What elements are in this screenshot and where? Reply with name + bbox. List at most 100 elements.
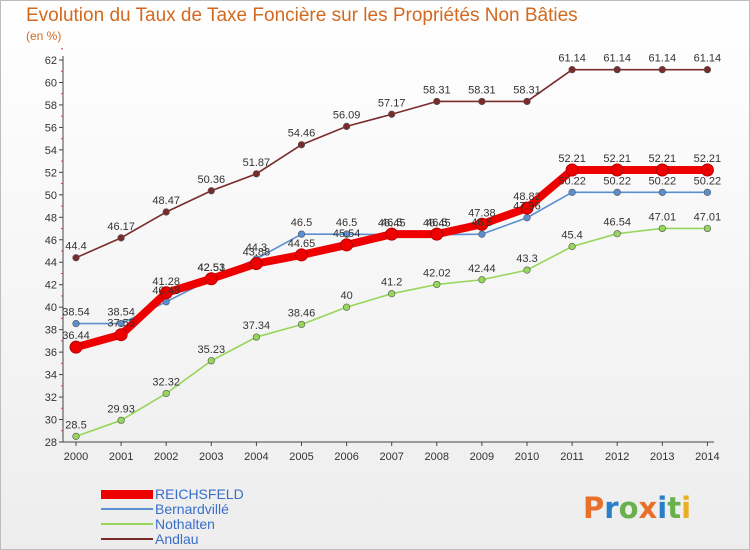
data-label: 47.96 (513, 201, 541, 213)
y-tick-label: 38 (45, 325, 57, 337)
data-point (162, 208, 170, 216)
data-label: 61.14 (603, 53, 631, 65)
data-label: 38.54 (107, 307, 135, 319)
data-label: 52.21 (694, 153, 722, 165)
data-point (568, 242, 576, 251)
x-tick-label: 2014 (695, 451, 719, 463)
data-label: 48.47 (152, 195, 180, 207)
data-label: 50.22 (649, 175, 677, 187)
logo-letter: i (681, 491, 692, 525)
data-label: 29.93 (107, 403, 135, 415)
logo-letter: o (618, 491, 639, 525)
data-label: 46.5 (291, 217, 312, 229)
data-label: 47.38 (468, 207, 496, 219)
data-point (475, 217, 489, 231)
legend-item: Bernardvillé (101, 501, 321, 517)
data-label: 44.4 (65, 241, 86, 253)
y-tick-label: 62 (45, 55, 57, 67)
y-tick-label: 30 (45, 415, 57, 427)
data-label: 42.02 (423, 267, 451, 279)
x-tick-label: 2003 (199, 451, 223, 463)
y-tick-label: 32 (45, 392, 57, 404)
x-tick-label: 2005 (289, 451, 313, 463)
data-point (117, 319, 125, 328)
data-label: 46.5 (336, 217, 357, 229)
data-label: 46.45 (378, 218, 406, 230)
series-line-bernardvillé (75, 191, 709, 325)
data-label: 41.2 (381, 277, 402, 289)
data-point (613, 66, 621, 74)
data-point (388, 290, 396, 298)
data-label: 51.87 (243, 157, 271, 169)
data-label: 43.88 (243, 247, 271, 259)
y-tick-label: 44 (45, 257, 57, 269)
data-point (433, 97, 441, 106)
y-tick-label: 34 (45, 370, 57, 382)
data-point (72, 432, 80, 440)
data-point (207, 187, 215, 195)
y-tick-label: 28 (45, 437, 57, 449)
data-label: 58.31 (513, 84, 541, 96)
data-point (613, 188, 621, 196)
data-point (295, 248, 308, 262)
data-label: 40 (340, 290, 352, 302)
data-point (655, 163, 669, 177)
y-tick-label: 50 (45, 190, 57, 202)
data-label: 46.5 (426, 217, 447, 229)
data-label: 61.14 (558, 53, 586, 65)
y-tick-label: 60 (45, 77, 57, 89)
data-label: 37.34 (243, 320, 271, 332)
data-label: 50.22 (603, 175, 631, 187)
data-point (204, 272, 218, 286)
chart-title: Evolution du Taux de Taxe Foncière sur l… (26, 5, 578, 26)
data-point (430, 227, 444, 241)
data-point (703, 188, 712, 196)
data-point (658, 188, 666, 196)
x-tick-label: 2008 (425, 451, 449, 463)
data-label: 50.22 (694, 175, 722, 187)
data-point (72, 319, 80, 328)
data-point (523, 266, 531, 274)
series-line-nothalten (75, 227, 709, 438)
data-label: 57.17 (378, 97, 406, 109)
data-label: 50.22 (558, 175, 586, 187)
data-label: 45.54 (333, 228, 361, 240)
data-point (343, 122, 351, 131)
x-tick-label: 2009 (470, 451, 494, 463)
y-tick-label: 42 (45, 280, 57, 292)
data-label: 45.4 (561, 230, 582, 242)
data-point (207, 357, 215, 365)
x-tick-label: 2013 (650, 451, 674, 463)
data-label: 52.21 (558, 153, 586, 165)
data-point (297, 320, 306, 329)
data-point (565, 163, 579, 177)
x-tick-label: 2006 (334, 451, 358, 463)
y-tick-label: 46 (45, 235, 57, 247)
data-point (433, 280, 441, 289)
legend-label: Andlau (155, 531, 199, 547)
data-point (343, 230, 351, 238)
y-tick-label: 48 (45, 212, 57, 224)
y-tick-label: 58 (45, 100, 57, 112)
data-point (252, 333, 260, 341)
x-tick-label: 2010 (515, 451, 539, 463)
data-point (117, 234, 125, 242)
legend-swatch (101, 523, 153, 525)
data-label: 46.5 (381, 217, 402, 229)
data-label: 28.5 (65, 419, 86, 431)
logo-letter: t (667, 491, 682, 525)
data-label: 50.36 (198, 174, 226, 186)
data-label: 58.31 (423, 84, 451, 96)
x-tick-label: 2011 (560, 451, 584, 463)
data-point (249, 257, 263, 271)
data-label: 37.55 (107, 318, 135, 330)
unit-label: (en %) (26, 29, 62, 43)
data-point (658, 66, 666, 74)
data-label: 32.32 (152, 376, 180, 388)
data-label: 52.21 (649, 153, 677, 165)
data-label: 42.44 (468, 263, 496, 275)
x-tick-label: 2012 (605, 451, 629, 463)
data-point (478, 276, 486, 284)
